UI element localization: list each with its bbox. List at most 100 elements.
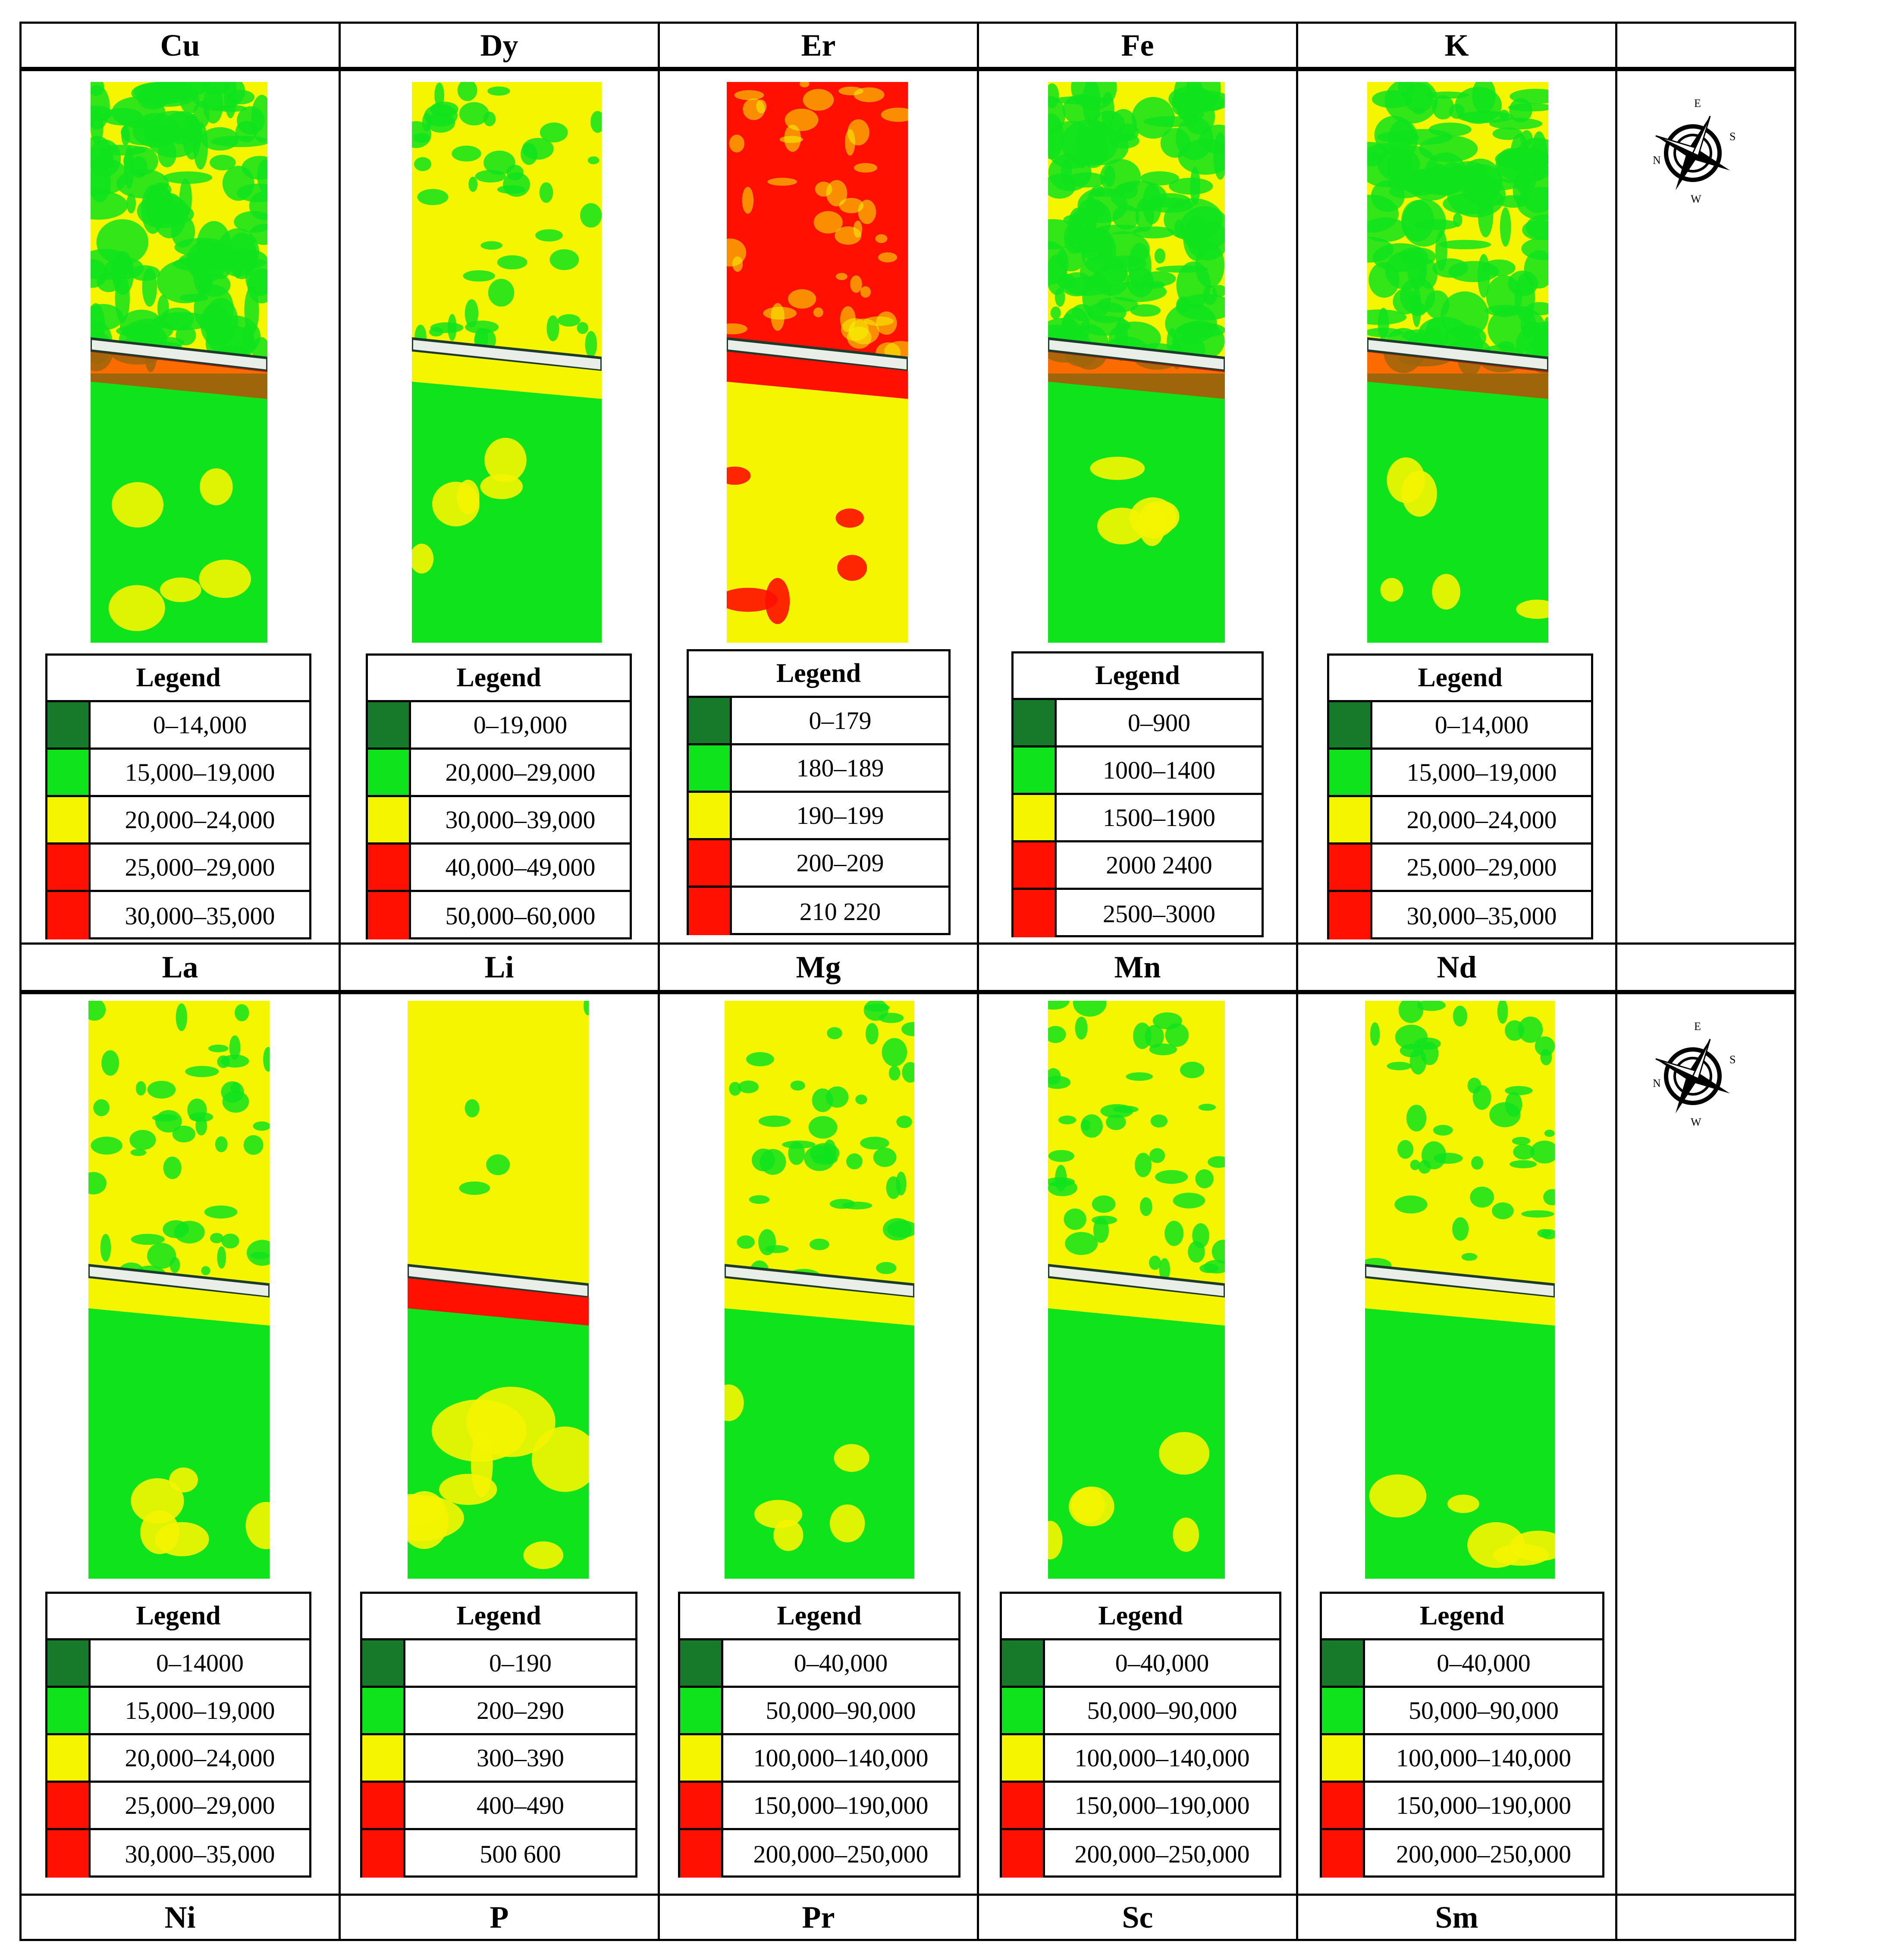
legend-title: Legend bbox=[47, 656, 309, 702]
legend-swatch bbox=[1329, 845, 1372, 890]
texture-blob bbox=[457, 79, 477, 101]
legend-row: 190–199 bbox=[689, 793, 948, 840]
texture-blob bbox=[1418, 1160, 1431, 1174]
legend-range: 150,000–190,000 bbox=[1396, 1791, 1571, 1819]
legend-row: 50,000–90,000 bbox=[1002, 1688, 1279, 1735]
legend-title: Legend bbox=[1322, 1594, 1602, 1640]
legend-range: 50,000–60,000 bbox=[445, 901, 596, 930]
texture-blob bbox=[1165, 303, 1217, 344]
texture-blob bbox=[1513, 175, 1530, 206]
texture-blob bbox=[1521, 1210, 1554, 1218]
texture-blob bbox=[142, 267, 157, 307]
texture-blob bbox=[1510, 1160, 1537, 1168]
texture-blob bbox=[1413, 107, 1425, 115]
texture-blob bbox=[1433, 1124, 1453, 1136]
legend-swatch bbox=[689, 840, 732, 886]
legend-range: 0–19,000 bbox=[473, 711, 568, 739]
legend-row: 25,000–29,000 bbox=[1329, 845, 1591, 892]
legend-range: 2000 2400 bbox=[1106, 851, 1212, 879]
texture-blob bbox=[135, 1081, 146, 1096]
texture-blob bbox=[465, 1099, 480, 1118]
texture-blob bbox=[875, 234, 888, 243]
texture-blob bbox=[850, 275, 862, 293]
texture-blob bbox=[1377, 131, 1419, 143]
legend-swatch bbox=[47, 1735, 91, 1781]
texture-blob bbox=[468, 176, 478, 192]
legend-swatch bbox=[47, 845, 91, 890]
texture-blob bbox=[896, 1115, 912, 1128]
legend-range: 0–900 bbox=[1128, 709, 1190, 737]
texture-blob bbox=[91, 1137, 122, 1155]
header-label-fe: Fe bbox=[977, 22, 1298, 69]
legend-range: 25,000–29,000 bbox=[125, 1791, 275, 1819]
legend-swatch bbox=[47, 702, 91, 748]
road-band bbox=[1367, 351, 1548, 399]
legend-swatch bbox=[1002, 1640, 1045, 1686]
texture-blob bbox=[1544, 1130, 1555, 1137]
patch bbox=[1090, 456, 1145, 480]
texture-blob bbox=[878, 252, 898, 263]
texture-blob bbox=[201, 127, 239, 151]
patch bbox=[523, 1541, 564, 1569]
legend-swatch bbox=[689, 745, 732, 791]
legend-row: 20,000–29,000 bbox=[368, 750, 630, 797]
legend-swatch bbox=[368, 702, 411, 748]
patch bbox=[410, 543, 434, 574]
patch bbox=[754, 1500, 803, 1529]
patch bbox=[837, 555, 867, 581]
texture-blob bbox=[1091, 1216, 1117, 1225]
texture-blob bbox=[784, 124, 801, 152]
texture-blob bbox=[210, 1233, 223, 1244]
legend-swatch bbox=[47, 1783, 91, 1828]
texture-blob bbox=[126, 193, 136, 214]
legend-range: 20,000–29,000 bbox=[445, 758, 596, 786]
legend-swatch bbox=[689, 888, 732, 935]
compass-letter-w: W bbox=[1691, 193, 1701, 205]
texture-blob bbox=[1452, 1217, 1469, 1241]
texture-blob bbox=[1432, 95, 1454, 119]
patch bbox=[765, 578, 790, 624]
legend-swatch bbox=[368, 797, 411, 842]
texture-blob bbox=[1472, 1085, 1491, 1110]
legend-swatch bbox=[1322, 1735, 1365, 1781]
legend-swatch bbox=[47, 1830, 91, 1878]
legend-table: Legend 0–40,000 50,000–90,000 100,000–140,0… bbox=[1000, 1592, 1281, 1878]
texture-blob bbox=[1079, 229, 1114, 261]
lower-zone bbox=[725, 1301, 914, 1579]
legend-range: 0–190 bbox=[489, 1649, 552, 1677]
texture-blob bbox=[1174, 219, 1184, 238]
legend-row: 200,000–250,000 bbox=[680, 1830, 958, 1878]
texture-blob bbox=[1048, 1150, 1074, 1162]
texture-blob bbox=[1497, 999, 1508, 1024]
texture-blob bbox=[520, 143, 537, 165]
legend-range: 2500–3000 bbox=[1103, 899, 1215, 928]
texture-blob bbox=[835, 226, 862, 245]
concentration-map bbox=[401, 79, 605, 643]
patch bbox=[131, 1478, 184, 1523]
patch bbox=[111, 482, 164, 528]
texture-blob bbox=[123, 146, 158, 176]
middle-label-nd: Nd bbox=[1296, 942, 1617, 992]
texture-blob bbox=[243, 1135, 264, 1155]
texture-blob bbox=[873, 1147, 897, 1167]
texture-blob bbox=[187, 1098, 207, 1121]
legend-row: 0–40,000 bbox=[1002, 1640, 1279, 1688]
texture-blob bbox=[215, 1136, 228, 1153]
legend-swatch bbox=[47, 1688, 91, 1733]
concentration-map bbox=[374, 996, 599, 1579]
texture-blob bbox=[1208, 1156, 1230, 1168]
map-raster bbox=[1037, 989, 1235, 1579]
patch bbox=[457, 480, 480, 515]
concentration-map bbox=[1023, 65, 1239, 643]
compass-letter-n: N bbox=[1653, 1077, 1661, 1090]
texture-blob bbox=[1419, 259, 1437, 289]
legend-range: 15,000–19,000 bbox=[1406, 758, 1557, 786]
legend-row: 200,000–250,000 bbox=[1002, 1830, 1279, 1878]
texture-blob bbox=[157, 260, 213, 304]
legend-row: 400–490 bbox=[362, 1783, 635, 1830]
patch bbox=[466, 1386, 556, 1457]
texture-blob bbox=[147, 1081, 176, 1099]
legend-range: 0–40,000 bbox=[1437, 1649, 1531, 1677]
patch bbox=[1401, 471, 1437, 517]
texture-blob bbox=[1417, 999, 1446, 1011]
